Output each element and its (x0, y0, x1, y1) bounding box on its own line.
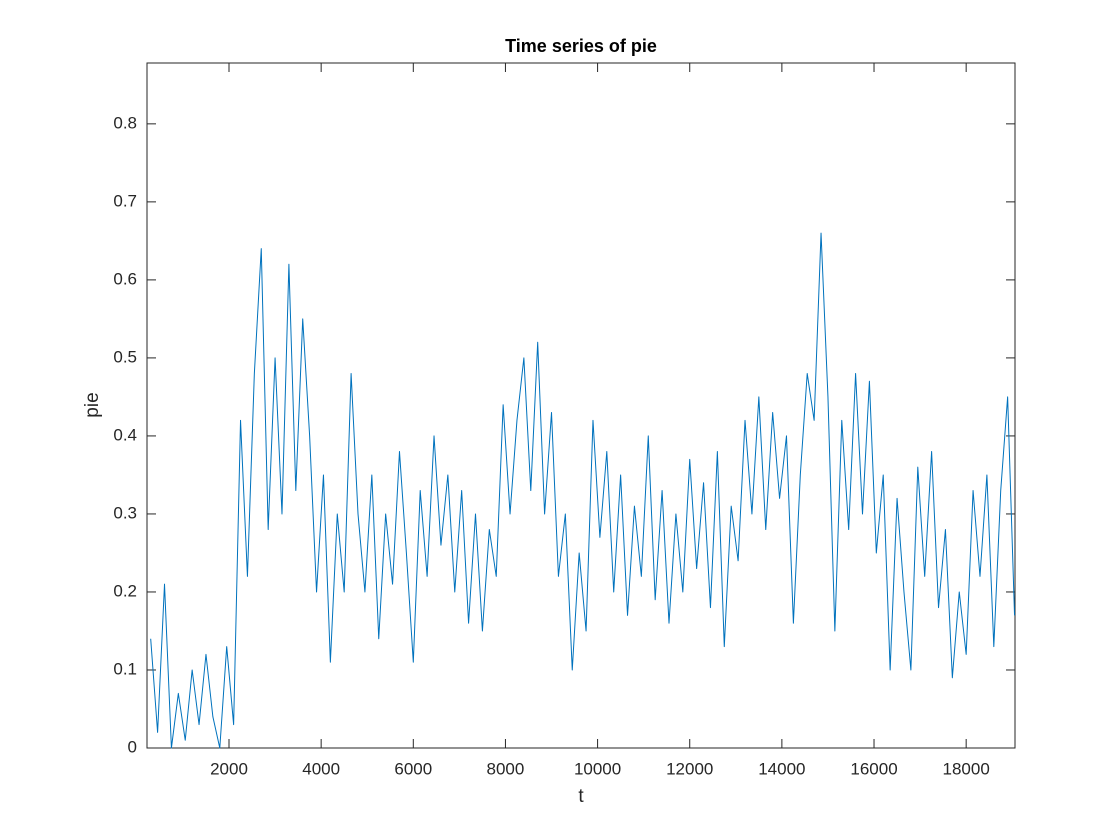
x-tick-label: 12000 (666, 759, 713, 778)
x-tick-label: 2000 (210, 759, 248, 778)
chart-title: Time series of pie (505, 36, 657, 56)
data-line (150, 232, 1016, 749)
x-tick-label: 8000 (487, 759, 525, 778)
y-tick-label: 0.7 (113, 191, 137, 210)
y-tick-label: 0.3 (113, 503, 137, 522)
x-tick-label: 16000 (850, 759, 897, 778)
x-tick-label: 18000 (943, 759, 990, 778)
y-tick-label: 0.6 (113, 269, 137, 288)
x-tick-label: 14000 (758, 759, 805, 778)
y-tick-label: 0.1 (113, 659, 137, 678)
y-axis-label: pie (82, 392, 103, 417)
x-axis-label: t (578, 786, 584, 807)
x-tick-label: 6000 (394, 759, 432, 778)
y-tick-label: 0.4 (113, 425, 137, 444)
y-tick-label: 0.8 (113, 113, 137, 132)
y-tick-label: 0.5 (113, 347, 137, 366)
x-tick-label: 4000 (302, 759, 340, 778)
x-tick-label: 10000 (574, 759, 621, 778)
y-tick-label: 0.2 (113, 581, 137, 600)
y-tick-label: 0 (128, 737, 137, 756)
